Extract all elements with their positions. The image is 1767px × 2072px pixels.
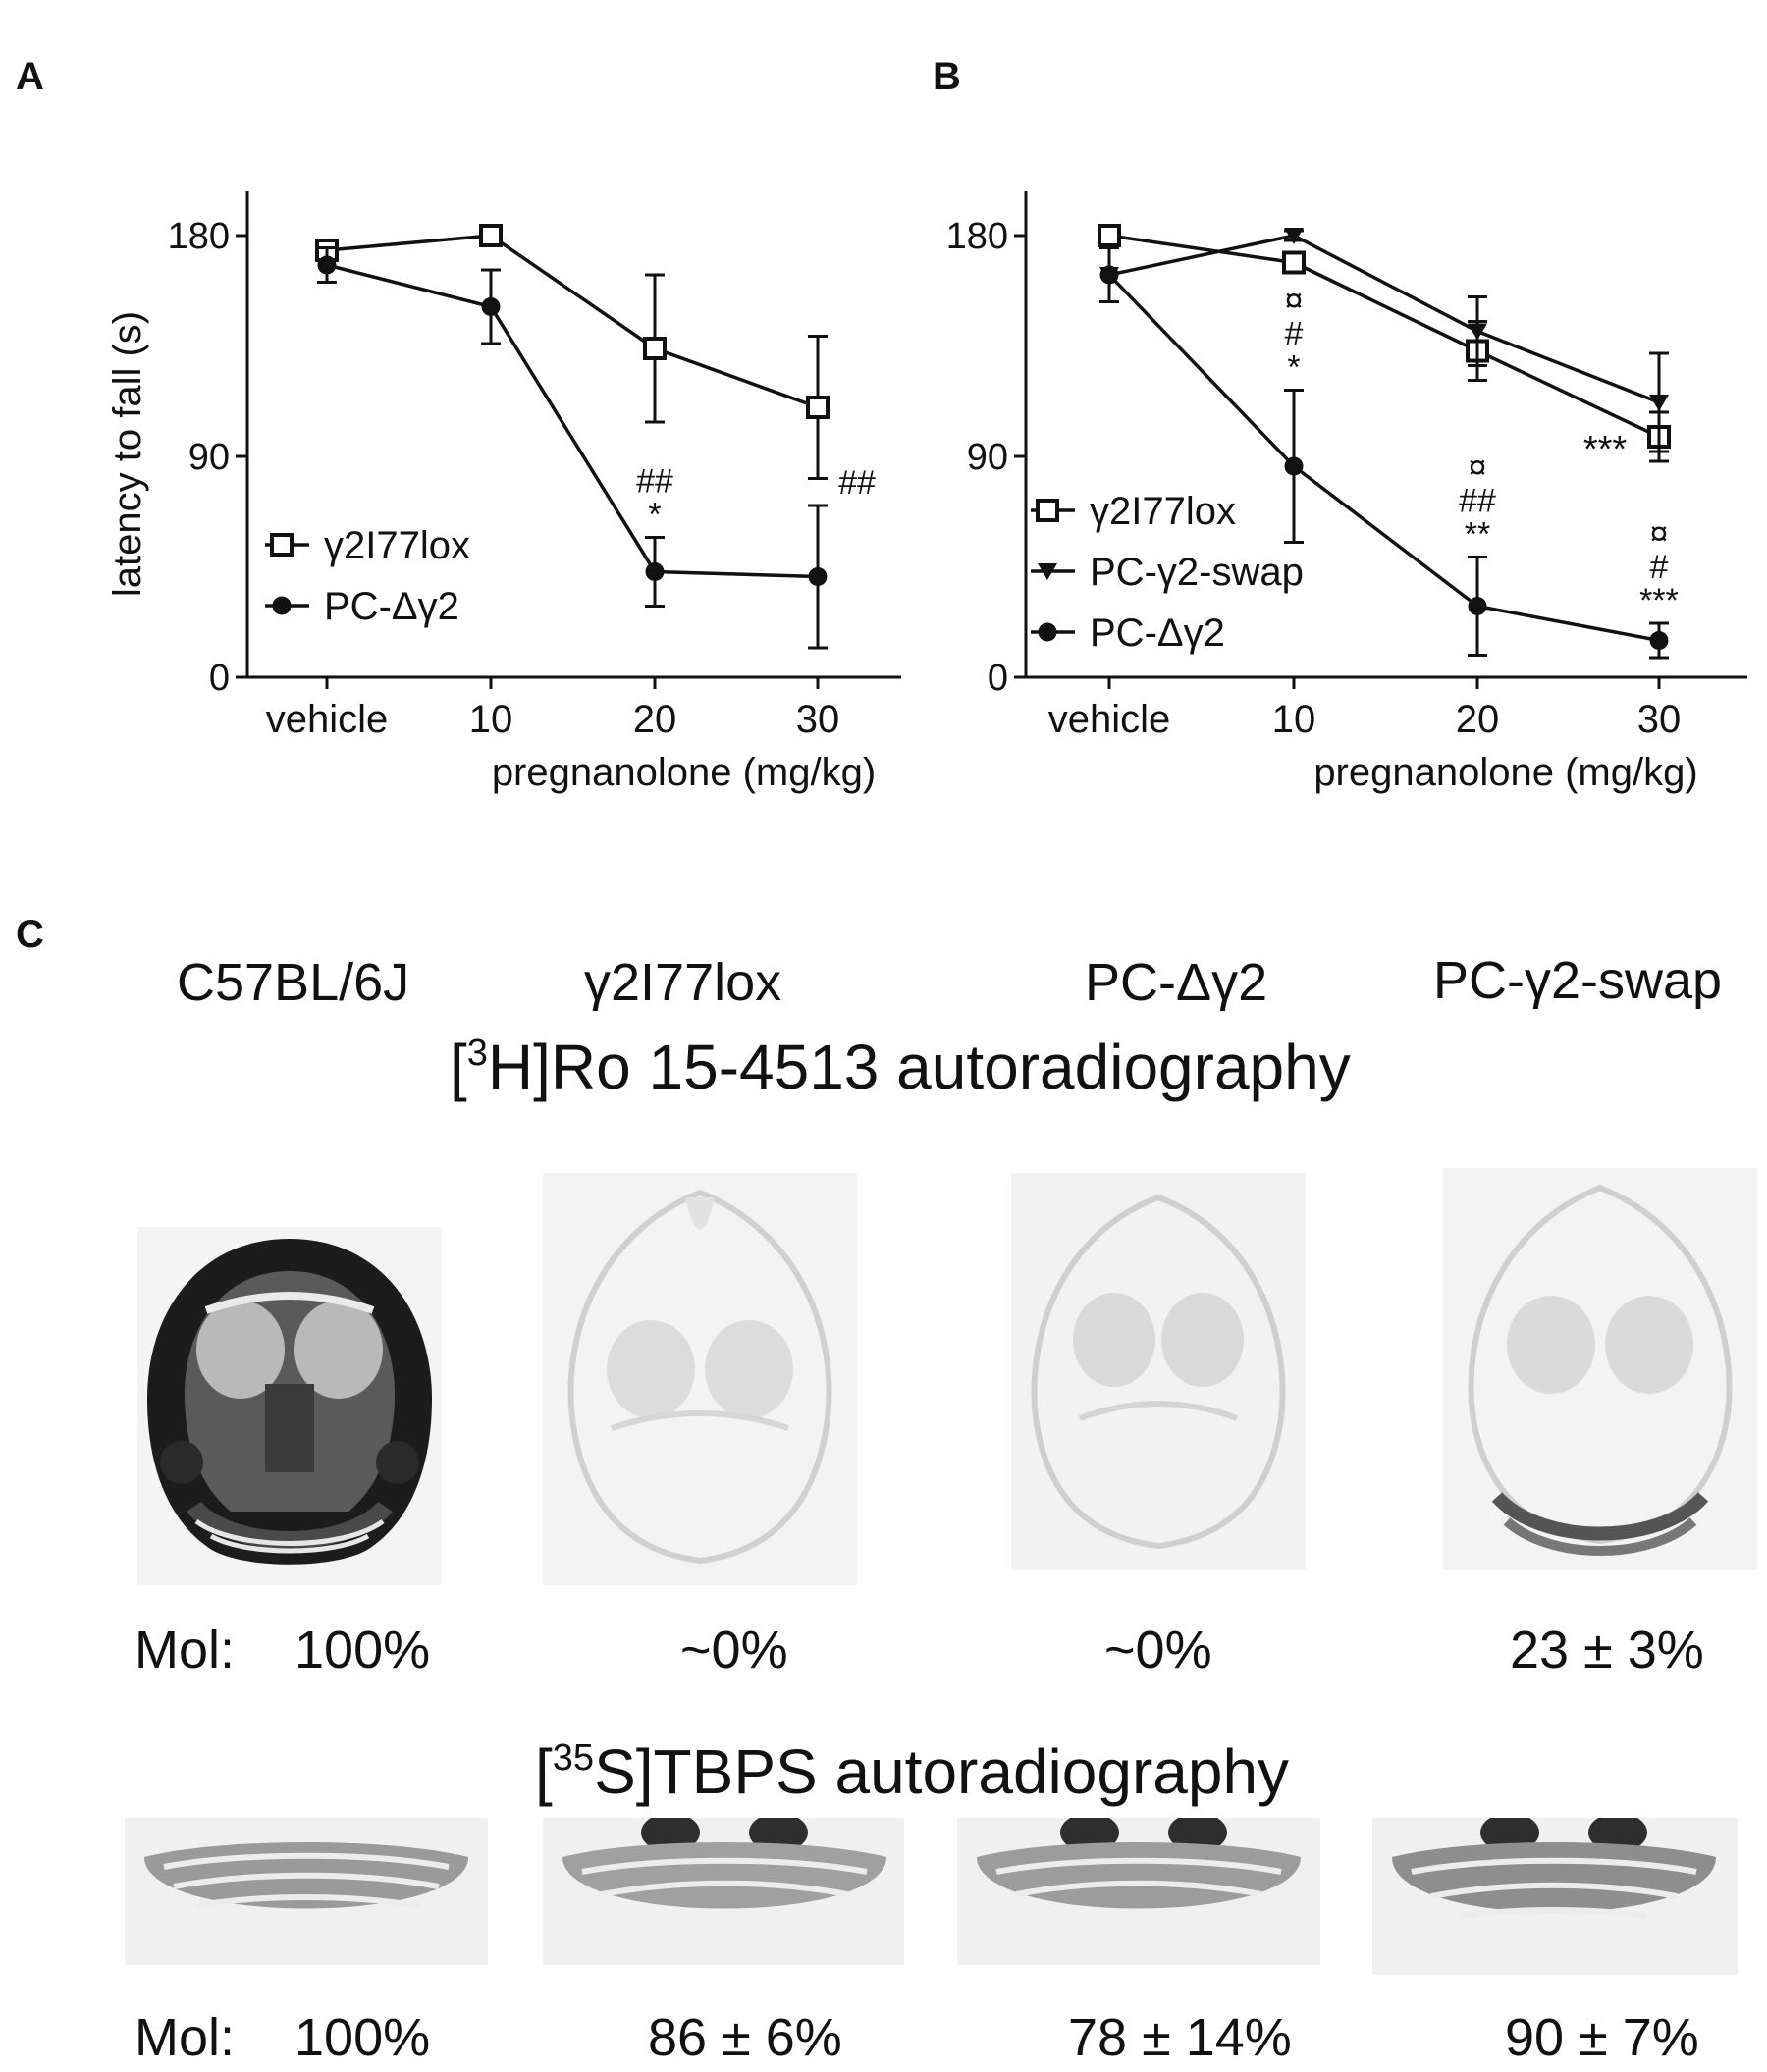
chart-b-data-point [1468,323,1487,341]
tbps-value-pc-delta: 78 ± 14% [1068,2008,1292,2067]
chart-a-annotation: * [648,497,661,534]
strain-label-c57: C57BL/6J [177,953,410,1012]
chart-b-legend-marker [1038,622,1057,642]
chart-a-data-point [808,567,828,586]
chart-b-data-point [1282,250,1306,275]
chart-b-legend-marker [1036,499,1059,522]
chart-b-annotation: *** [1639,582,1679,619]
chart-b-x-axis-label: pregnanolone (mg/kg) [1313,751,1697,794]
chart-a-legend-label: γ2I77lox [324,524,470,567]
panel-b-letter: B [933,55,961,98]
chart-b-annotation: ¤ [1285,283,1304,320]
chart-b-annotation: # [1650,549,1669,586]
chart-b-data-point [1649,395,1669,411]
chart-a-data-point [643,337,667,360]
ro-value-pc-swap: 23 ± 3% [1510,1620,1704,1679]
chart-b-data-point [1284,228,1304,244]
chart-b-annotation: ** [1465,516,1490,554]
ro-value-lox: ~0% [680,1620,788,1679]
chart-a-legend-marker [272,596,292,615]
ro-value-c57: 100% [294,1620,431,1679]
tbps-value-c57: 100% [294,2008,431,2067]
cerebellum-lox [543,1818,904,1965]
chart-a-y-axis-label: latency to fall (s) [106,311,149,597]
brain-section-pc-delta [1011,1173,1306,1570]
chart-b-x-tick-label: 30 [1637,698,1682,741]
tbps-mol-label: Mol: [134,2008,236,2067]
chart-b-data-point [1099,265,1119,285]
panel-a-letter: A [16,55,44,98]
chart-a-data-point [317,255,337,275]
tbps-value-pc-swap: 90 ± 7% [1505,2008,1699,2067]
strain-label-pc-swap: PC-γ2-swap [1433,951,1723,1010]
strain-label-lox: γ2I77lox [584,953,782,1012]
chart-b-series-line [1107,273,1660,643]
chart-b-x-tick-label: 10 [1272,698,1316,741]
panel-c-letter: C [16,913,44,956]
chart-a-annotation: ## [838,464,876,502]
chart-b-data-point [1098,224,1121,247]
chart-a-data-point [645,562,665,581]
chart-b-legend-label: PC-γ2-swap [1090,551,1304,594]
tbps-value-lox: 86 ± 6% [648,2008,842,2067]
chart-a-x-axis-label: pregnanolone (mg/kg) [492,751,876,794]
chart-b-x-tick-label: 20 [1456,698,1500,741]
chart-b-y-tick-label: 180 [946,216,1008,257]
ro-autoradiography-heading: [3H]Ro 15-4513 autoradiography [450,1032,1351,1102]
chart-b-annotation: # [1285,316,1304,353]
line-charts: 0 90 180 vehicle 10 20 30 pregnanolone (mg/kg) l… [106,191,1747,794]
chart-a-y-tick-label: 90 [188,437,230,478]
chart-b-data-point [1649,631,1669,650]
chart-b-y-tick-label: 90 [967,437,1008,478]
chart-b-y-tick-label: 0 [988,658,1008,699]
chart-b-data-point [1284,456,1304,476]
chart-a-y-tick-label: 180 [168,216,230,257]
chart-a-series-line [326,234,819,409]
chart-b-annotation: * [1287,349,1300,387]
chart-a-x-tick-label: 20 [633,698,677,741]
brain-section-c57 [137,1227,442,1585]
chart-a-x-tick-label: 30 [796,698,840,741]
chart-b-series-line [1108,234,1660,404]
chart-a-data-point [481,297,501,316]
chart-b-legend-marker [1038,563,1057,580]
strain-label-pc-delta: PC-Δγ2 [1085,953,1268,1012]
chart-b-annotation: ¤ [1650,515,1669,553]
chart-a-data-point [806,396,830,419]
cerebellum-c57 [125,1818,488,1965]
tbps-autoradiography-heading: [35S]TBPS autoradiography [535,1736,1290,1807]
chart-b-data-point [1468,597,1487,615]
chart-b-x-tick-label: vehicle [1048,698,1171,741]
chart-a-series-line [326,263,819,579]
chart-a-y-tick-label: 0 [209,658,230,699]
chart-b-annotation: ¤ [1469,450,1487,487]
cerebellum-pc-delta [957,1818,1320,1965]
chart-a-legend-label: PC-Δγ2 [324,585,459,628]
chart-a-x-tick-label: 10 [469,698,513,741]
chart-b-legend-label: PC-Δγ2 [1090,611,1225,655]
chart-b-annotation: ## [1459,483,1496,520]
chart-b-legend-label: γ2I77lox [1090,490,1236,533]
chart-a-legend-marker [270,533,294,557]
brain-section-pc-swap [1443,1168,1757,1570]
chart-b-annotation: *** [1583,429,1628,470]
chart-b-series-line [1108,234,1660,439]
ro-mol-label: Mol: [134,1620,236,1679]
cerebellum-pc-swap [1372,1818,1738,1975]
ro-value-pc-delta: ~0% [1104,1620,1212,1679]
chart-a-data-point [479,224,503,247]
brain-section-lox [543,1173,857,1585]
chart-a-annotation: ## [636,463,673,501]
chart-a-x-tick-label: vehicle [266,698,389,741]
